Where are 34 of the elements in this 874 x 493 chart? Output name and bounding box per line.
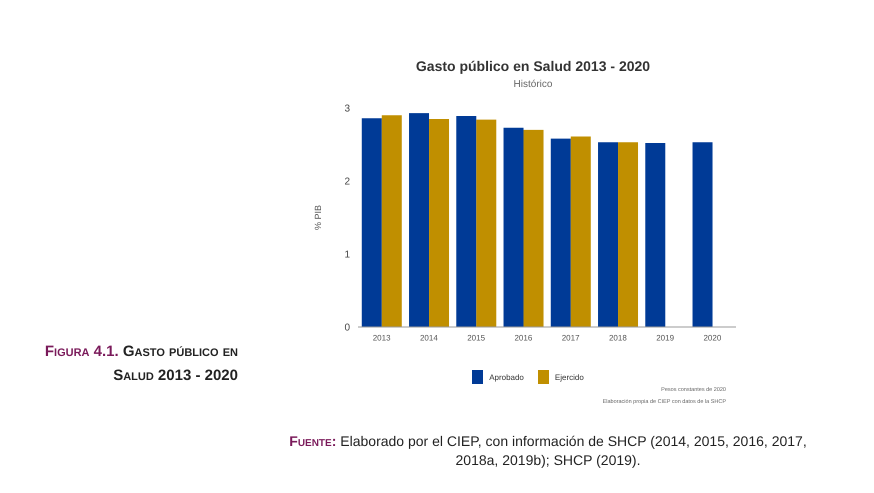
x-tick-label: 2014 (420, 334, 438, 343)
y-axis-title: % PIB (313, 204, 324, 230)
bar (429, 118, 450, 327)
chart-title: Gasto público en Salud 2013 - 2020 (414, 58, 652, 74)
legend-label: Ejercido (554, 372, 584, 382)
y-tick-label: 3 (344, 104, 350, 115)
chart-subtitle: Histórico (512, 79, 554, 90)
source-note: Fuente: (289, 433, 336, 449)
x-tick-label: 2015 (467, 334, 486, 343)
text: Figura 4.1. (44, 343, 119, 360)
text: Elaborado por el CIEP, con información de SHCP (2014, 2015, 2016, 2017, 2018a, 2019b); SHCP (2019). (340, 433, 807, 468)
bar (409, 113, 430, 327)
bar (382, 115, 402, 327)
bar (504, 128, 524, 327)
y-tick-label: 2 (344, 176, 350, 188)
y-tick-label: 0 (344, 322, 350, 334)
bar (362, 118, 382, 327)
bar (476, 120, 496, 327)
y-tick-label: 1 (344, 250, 350, 261)
bar (570, 136, 591, 327)
legend-label: Aprobado (489, 372, 524, 382)
x-tick-label: 2013 (372, 334, 392, 343)
bar (692, 142, 713, 327)
x-tick-label: 2016 (514, 334, 533, 343)
bar (598, 142, 618, 327)
x-tick-label: 2017 (562, 334, 580, 343)
x-tick-label: 2020 (703, 334, 722, 343)
bar (645, 143, 666, 327)
bar (524, 130, 544, 327)
bar (550, 138, 571, 327)
bar (456, 116, 476, 327)
x-tick-label: 2018 (608, 334, 628, 343)
x-tick-label: 2019 (656, 334, 675, 343)
bar (618, 142, 638, 327)
